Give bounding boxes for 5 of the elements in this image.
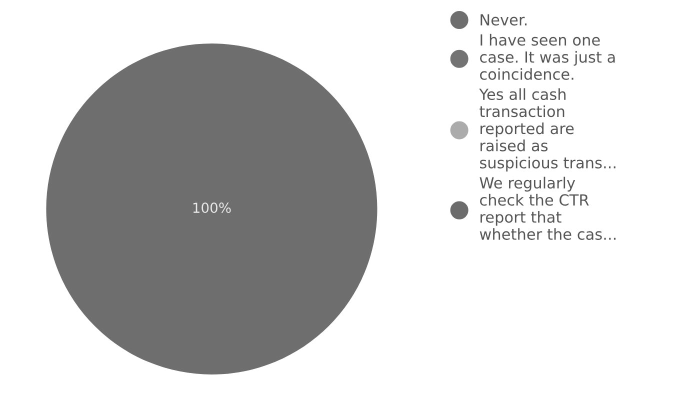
- data-label: 100%: [193, 202, 231, 214]
- legend-label: I have seen one case. It was just a coincidence.: [480, 34, 615, 80]
- legend-label: We regularly check the CTR report that whether the cas...: [480, 176, 616, 240]
- legend-label: Never.: [480, 14, 527, 26]
- legend-label: Yes all cash transaction reported are raised as suspicious trans...: [479, 88, 616, 172]
